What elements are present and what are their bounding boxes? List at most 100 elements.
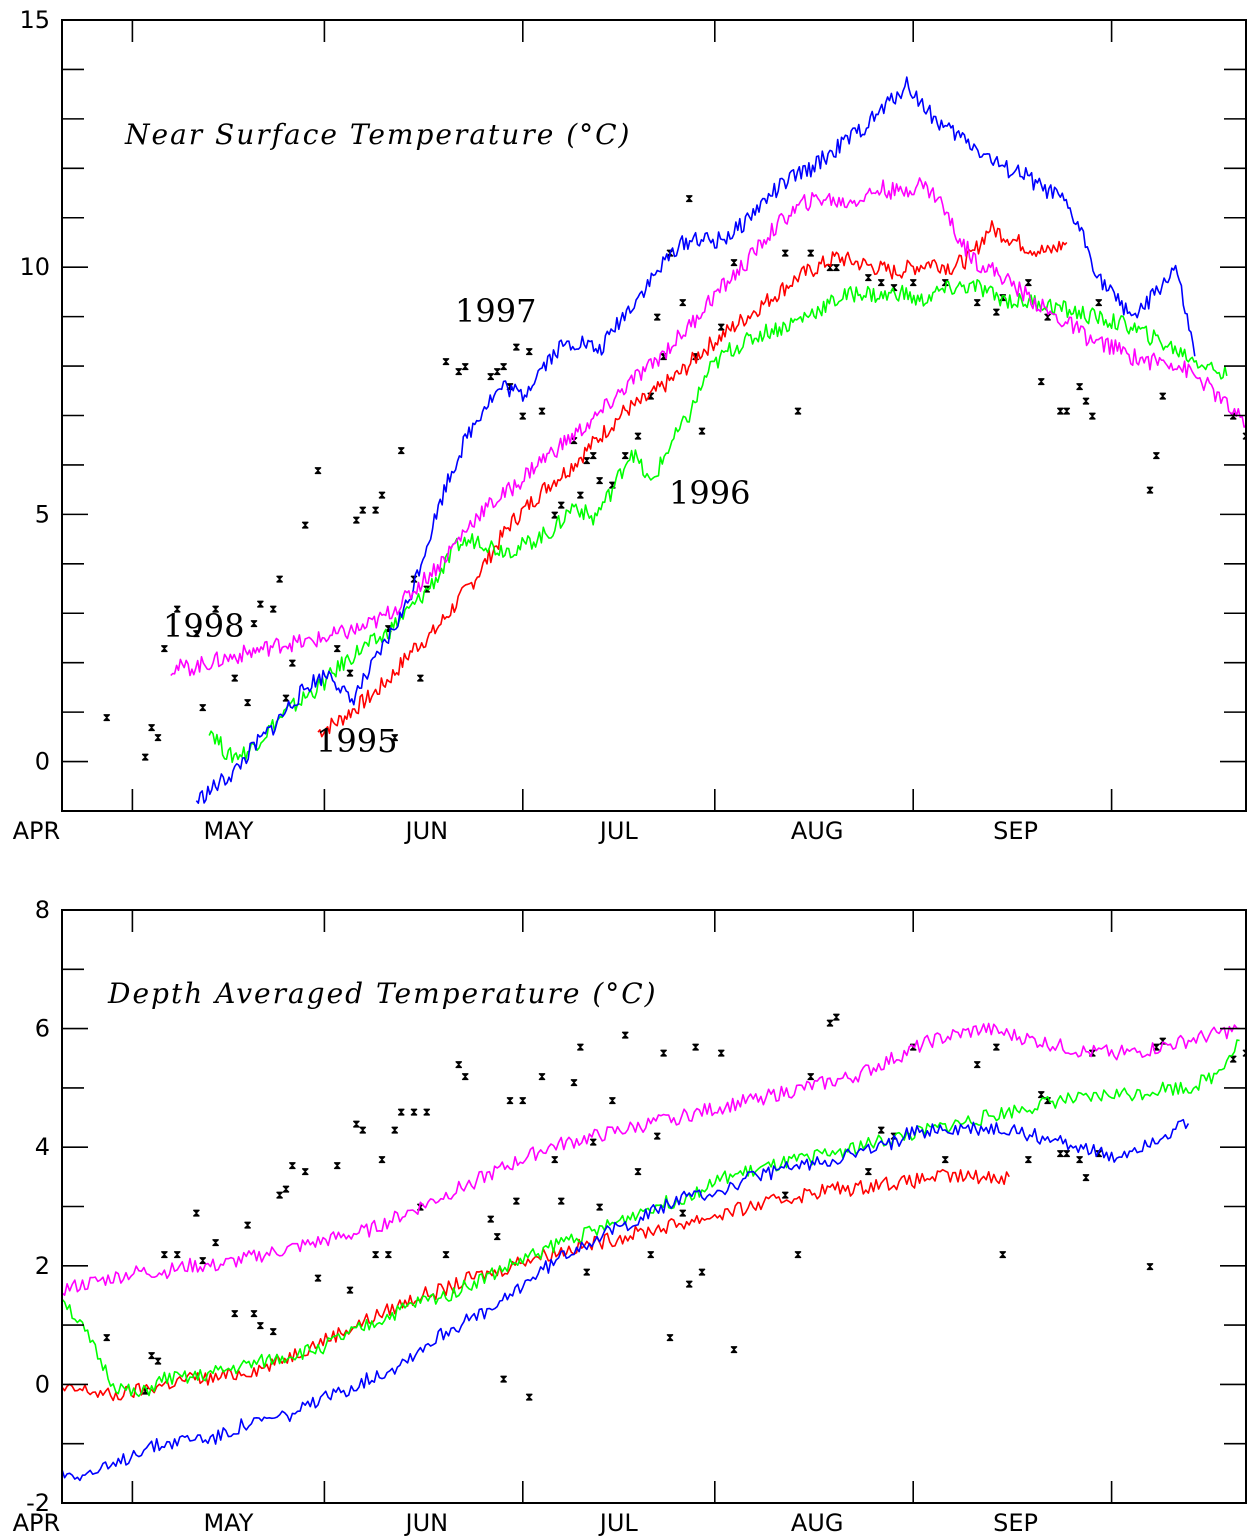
observation-marker: ⧗ xyxy=(314,1272,322,1285)
series-label-1998: 1998 xyxy=(163,607,244,645)
observation-marker: ⧗ xyxy=(1242,429,1247,442)
observation-marker: ⧗ xyxy=(609,479,617,492)
observation-marker: ⧗ xyxy=(282,1183,290,1196)
observation-marker: ⧗ xyxy=(193,627,201,640)
observation-marker: ⧗ xyxy=(1089,410,1097,423)
observation-marker: ⧗ xyxy=(289,657,297,670)
observation-marker: ⧗ xyxy=(647,1248,655,1261)
series-line-1996 xyxy=(208,278,1228,764)
x-tick-label: AUG xyxy=(791,817,844,845)
y-tick-label: 8 xyxy=(35,896,50,924)
observation-marker: ⧗ xyxy=(257,597,265,610)
observation-marker: ⧗ xyxy=(397,1106,405,1119)
observation-marker: ⧗ xyxy=(647,390,655,403)
observation-marker: ⧗ xyxy=(999,1248,1007,1261)
observation-marker: ⧗ xyxy=(685,1278,693,1291)
observation-marker: ⧗ xyxy=(506,380,514,393)
observation-marker: ⧗ xyxy=(1037,1088,1045,1101)
observation-marker: ⧗ xyxy=(833,261,841,274)
observation-marker: ⧗ xyxy=(173,1248,181,1261)
x-tick-label: JUL xyxy=(598,1509,639,1537)
observation-marker: ⧗ xyxy=(1044,311,1052,324)
observation-marker: ⧗ xyxy=(442,1248,450,1261)
y-tick-label: 2 xyxy=(35,1252,50,1280)
x-tick-label: SEP xyxy=(993,817,1038,845)
observation-marker: ⧗ xyxy=(314,464,322,477)
observation-marker: ⧗ xyxy=(487,370,495,383)
observation-marker: ⧗ xyxy=(301,1165,309,1178)
observation-marker: ⧗ xyxy=(1146,1260,1154,1273)
observation-marker: ⧗ xyxy=(161,1248,169,1261)
observation-marker: ⧗ xyxy=(679,1206,687,1219)
observation-marker: ⧗ xyxy=(589,1135,597,1148)
observation-marker: ⧗ xyxy=(589,449,597,462)
observation-marker: ⧗ xyxy=(397,444,405,457)
observation-marker: ⧗ xyxy=(890,281,898,294)
observation-marker: ⧗ xyxy=(461,360,469,373)
observation-marker: ⧗ xyxy=(385,622,393,635)
series-line-1997 xyxy=(61,1118,1190,1482)
observation-marker: ⧗ xyxy=(692,1040,700,1053)
series-label-1997: 1997 xyxy=(455,292,536,330)
observation-marker: ⧗ xyxy=(551,508,559,521)
y-tick-label: 4 xyxy=(35,1133,50,1161)
observation-marker: ⧗ xyxy=(1037,375,1045,388)
y-tick-label: 10 xyxy=(19,253,50,281)
observation-marker: ⧗ xyxy=(1153,1040,1161,1053)
observation-marker: ⧗ xyxy=(493,1230,501,1243)
observation-marker: ⧗ xyxy=(1057,1147,1065,1160)
observation-marker: ⧗ xyxy=(909,276,917,289)
observation-marker: ⧗ xyxy=(410,1106,418,1119)
observation-marker: ⧗ xyxy=(154,1355,162,1368)
observation-marker: ⧗ xyxy=(1082,1171,1090,1184)
observation-marker: ⧗ xyxy=(333,642,341,655)
observation-marker: ⧗ xyxy=(1153,449,1161,462)
observation-marker: ⧗ xyxy=(1076,1153,1084,1166)
observation-marker: ⧗ xyxy=(333,1159,341,1172)
observation-marker: ⧗ xyxy=(717,1046,725,1059)
series-line-1998 xyxy=(61,1022,1240,1296)
observation-marker: ⧗ xyxy=(372,503,380,516)
observation-marker: ⧗ xyxy=(730,1343,738,1356)
observation-marker: ⧗ xyxy=(634,429,642,442)
observation-marker: ⧗ xyxy=(730,256,738,269)
observation-marker: ⧗ xyxy=(865,271,873,284)
observation-marker: ⧗ xyxy=(583,1266,591,1279)
observation-marker: ⧗ xyxy=(154,731,162,744)
observation-marker: ⧗ xyxy=(500,1372,508,1385)
observation-marker: ⧗ xyxy=(353,513,361,526)
observation-marker: ⧗ xyxy=(781,1189,789,1202)
x-tick-label: APR xyxy=(13,1509,61,1537)
observation-marker: ⧗ xyxy=(1063,405,1071,418)
observation-marker: ⧗ xyxy=(833,1011,841,1024)
series-line-1995 xyxy=(61,1168,1010,1402)
observation-marker: ⧗ xyxy=(577,489,585,502)
observation-marker: ⧗ xyxy=(391,1123,399,1136)
observation-marker: ⧗ xyxy=(999,291,1007,304)
observation-marker: ⧗ xyxy=(231,672,239,685)
observation-marker: ⧗ xyxy=(621,449,629,462)
observation-marker: ⧗ xyxy=(359,1123,367,1136)
observation-marker: ⧗ xyxy=(417,672,425,685)
observation-marker: ⧗ xyxy=(141,1384,149,1397)
observation-marker: ⧗ xyxy=(865,1165,873,1178)
observation-marker: ⧗ xyxy=(538,405,546,418)
observation-marker: ⧗ xyxy=(826,261,834,274)
observation-marker: ⧗ xyxy=(583,454,591,467)
observation-marker: ⧗ xyxy=(212,602,220,615)
observation-marker: ⧗ xyxy=(660,350,668,363)
observation-marker: ⧗ xyxy=(282,691,290,704)
observation-marker: ⧗ xyxy=(141,751,149,764)
y-tick-label: 6 xyxy=(35,1015,50,1043)
observation-marker: ⧗ xyxy=(506,1094,514,1107)
y-tick-label: 5 xyxy=(35,500,50,528)
observation-marker: ⧗ xyxy=(353,1117,361,1130)
observation-marker: ⧗ xyxy=(1146,484,1154,497)
x-tick-label: JUL xyxy=(598,817,639,845)
observation-marker: ⧗ xyxy=(692,350,700,363)
observation-marker: ⧗ xyxy=(877,1123,885,1136)
observation-marker: ⧗ xyxy=(807,246,815,259)
observation-marker: ⧗ xyxy=(653,1129,661,1142)
y-tick-label: 0 xyxy=(35,1370,50,1398)
